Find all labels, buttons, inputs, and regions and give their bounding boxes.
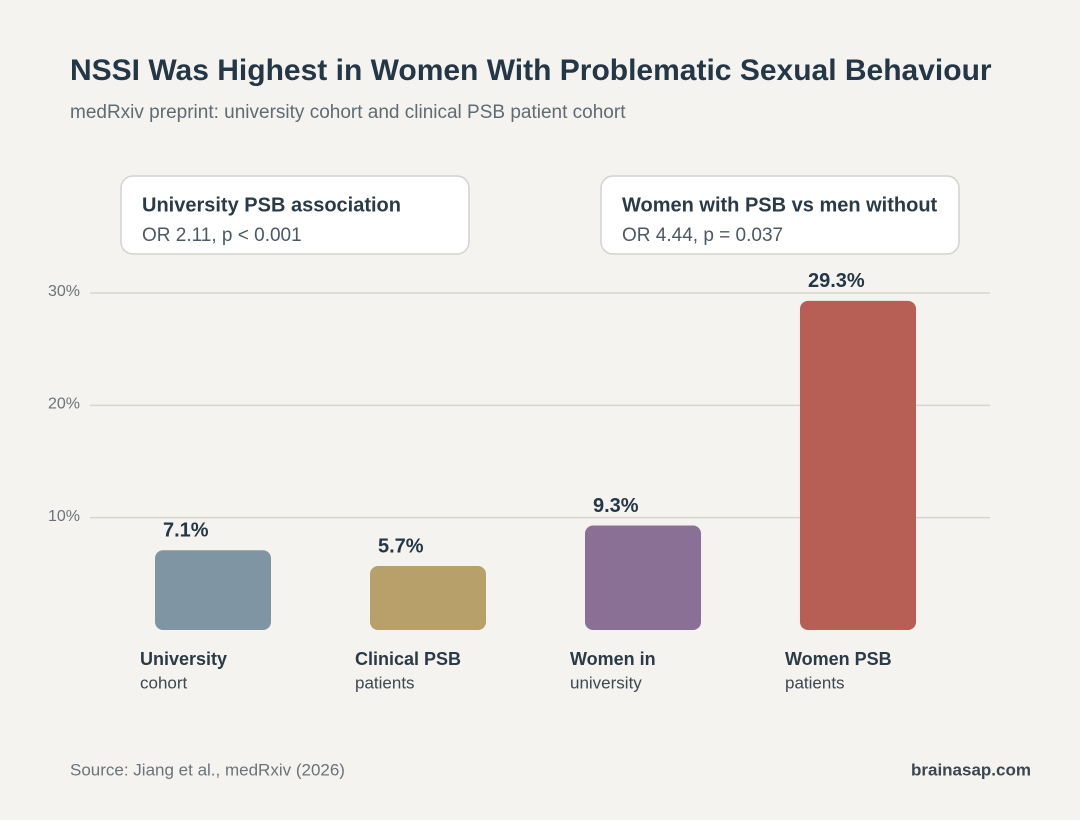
annotation-box: [600, 175, 960, 255]
annotation-title: Women with PSB vs men without: [622, 194, 938, 216]
y-tick-label: 10%: [48, 508, 80, 525]
source: Source: Jiang et al., medRxiv (2026): [70, 760, 345, 779]
x-tick-label: patients: [785, 673, 845, 692]
annotation-title: University PSB association: [142, 194, 401, 216]
x-tick-label: Clinical PSB: [355, 649, 461, 669]
value-label: 9.3%: [593, 495, 639, 517]
chart-title: NSSI Was Highest in Women With Problemat…: [70, 54, 992, 87]
x-tick-label: University: [140, 649, 227, 669]
bar: [370, 565, 486, 630]
x-tick-label: university: [570, 673, 642, 692]
value-label: 29.3%: [808, 270, 865, 292]
chart-subtitle: medRxiv preprint: university cohort and …: [70, 102, 626, 123]
value-label: 5.7%: [378, 535, 424, 557]
y-tick-label: 30%: [48, 283, 80, 300]
x-tick-label: cohort: [140, 673, 188, 692]
x-tick-label: Women PSB: [785, 649, 892, 669]
x-tick-label: patients: [355, 673, 415, 692]
annotation-text: OR 4.44, p = 0.037: [622, 225, 783, 246]
bar: [155, 550, 271, 630]
brand: brainasap.com: [911, 760, 1031, 779]
bar: [800, 300, 916, 630]
y-tick-label: 20%: [48, 396, 80, 413]
value-label: 7.1%: [163, 520, 209, 542]
annotation-box: [120, 175, 470, 255]
x-tick-label: Women in: [570, 649, 656, 669]
bar: [585, 525, 701, 630]
annotation-text: OR 2.11, p < 0.001: [142, 225, 302, 246]
